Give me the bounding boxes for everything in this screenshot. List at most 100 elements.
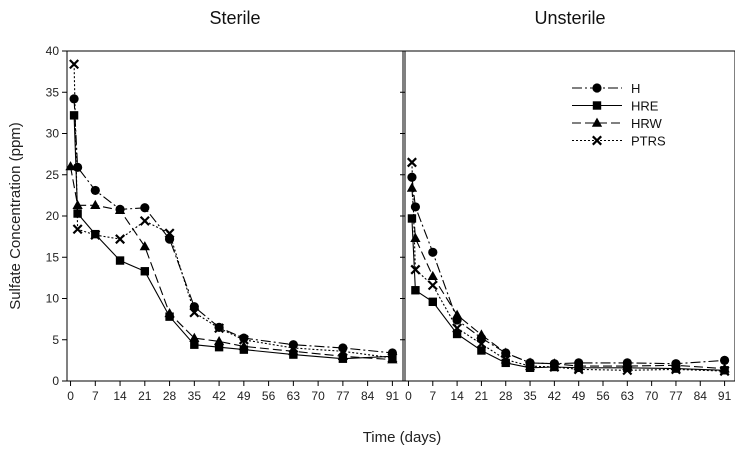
data-point [501, 358, 510, 368]
data-point [69, 94, 79, 104]
data-point [213, 336, 225, 346]
x-tick-label: 28 [499, 389, 513, 403]
panel-title: Sterile [209, 8, 260, 28]
series-h-unsterile [407, 172, 730, 369]
panel-sterile: Sterile 0 7 14 21 28 35 42 49 56 63 70 77 84 91 0 5 10 15 2… [46, 8, 404, 403]
data-point [115, 256, 125, 265]
y-tick-label: 5 [52, 333, 59, 347]
data-point [670, 364, 681, 375]
data-point [411, 286, 420, 295]
data-point [140, 267, 150, 276]
data-point [525, 363, 535, 372]
x-tick-label: 77 [336, 389, 350, 403]
y-tick-label: 15 [46, 250, 60, 264]
data-point [65, 161, 76, 171]
series-line [73, 98, 393, 354]
data-point [525, 361, 536, 372]
series-line [73, 64, 393, 359]
data-point [477, 346, 486, 355]
data-point [719, 355, 730, 365]
x-tick-label: 49 [572, 389, 586, 403]
data-point [406, 157, 417, 168]
data-point [69, 111, 79, 120]
x-tick-label: 84 [694, 389, 708, 403]
y-tick-label: 10 [46, 292, 60, 306]
data-point [190, 340, 199, 349]
legend-item-hre: HRE [572, 99, 659, 114]
data-point [427, 270, 438, 281]
legend-label: H [631, 81, 640, 96]
x-tick-label: 14 [113, 389, 127, 403]
legend-label: HRW [631, 116, 663, 131]
data-point [140, 203, 150, 213]
y-tick-label: 25 [46, 168, 60, 182]
data-point [114, 204, 126, 215]
x-tick-label: 42 [212, 389, 226, 403]
legend-marker [591, 117, 603, 127]
x-tick-label: 21 [138, 389, 152, 403]
x-tick-label: 70 [645, 389, 659, 403]
x-tick-label: 63 [621, 389, 635, 403]
chart-panels: Sterile 0 7 14 21 28 35 42 49 56 63 70 77 84 91 0 5 10 15 2… [46, 8, 735, 403]
data-point [115, 234, 126, 245]
legend-marker [592, 101, 602, 110]
x-tick-label: 28 [163, 389, 177, 403]
data-point [452, 323, 463, 334]
data-point [476, 338, 487, 349]
x-tick-label: 56 [262, 389, 276, 403]
data-point [407, 214, 417, 223]
plot-frame [66, 50, 404, 382]
data-point [500, 354, 511, 365]
x-tick-label: 35 [523, 389, 537, 403]
series-line [411, 162, 725, 372]
data-point [428, 247, 438, 257]
data-point [337, 350, 349, 361]
x-tick-label: 56 [596, 389, 610, 403]
y-tick-label: 20 [46, 209, 60, 223]
data-point [573, 364, 584, 375]
x-tick-label: 49 [237, 389, 251, 403]
x-tick-label: 91 [386, 389, 400, 403]
x-axis-label: Time (days) [363, 429, 442, 446]
x-tick-label: 70 [311, 389, 325, 403]
legend-marker [592, 135, 602, 146]
legend-item-ptrs: PTRS [572, 134, 666, 149]
data-point [214, 342, 224, 352]
data-point [164, 228, 175, 239]
legend-item-hrw: HRW [572, 116, 663, 131]
series-hre-unsterile [407, 214, 729, 375]
data-point [288, 343, 299, 353]
data-point [139, 215, 150, 226]
x-tick-label: 0 [67, 389, 74, 403]
series-hrw-sterile [65, 161, 398, 364]
data-point [90, 229, 101, 240]
data-point [69, 59, 80, 70]
legend-label: HRE [631, 99, 659, 114]
data-point [406, 182, 418, 192]
data-point [238, 334, 249, 345]
data-point [500, 347, 511, 357]
legend-marker [592, 83, 602, 93]
series-ptrs-unsterile [406, 157, 730, 377]
x-tick-label: 7 [92, 389, 99, 403]
data-point [387, 352, 398, 363]
data-point [72, 224, 83, 235]
data-point [410, 232, 421, 243]
data-point [139, 241, 150, 251]
series-h-sterile [69, 94, 397, 358]
data-point [719, 363, 730, 373]
data-point [238, 340, 249, 351]
y-tick-label: 0 [52, 374, 59, 388]
data-point [288, 345, 299, 356]
x-tick-label: 0 [405, 389, 412, 403]
x-tick-label: 21 [475, 389, 489, 403]
x-tick-label: 14 [450, 389, 464, 403]
series-line [411, 218, 725, 371]
panel-unsterile: Unsterile 0 7 14 21 28 35 42 49 56 63 70 77 84 91 [400, 8, 735, 403]
y-tick-label: 40 [46, 44, 60, 58]
data-point [73, 162, 83, 172]
y-tick-label: 35 [46, 85, 60, 99]
data-point [549, 361, 560, 372]
data-point [407, 172, 417, 182]
